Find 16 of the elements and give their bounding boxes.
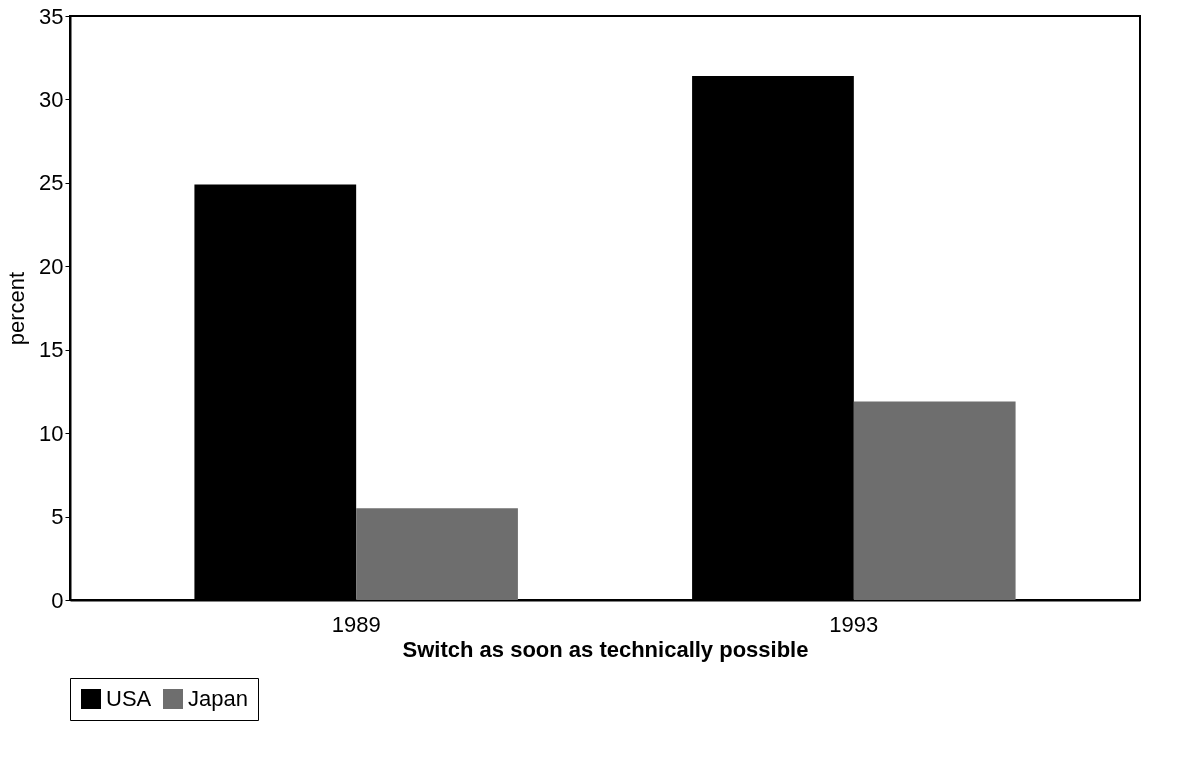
y-tick-label: 15 xyxy=(39,337,64,363)
y-tick-label: 25 xyxy=(39,170,64,196)
y-tick-label: 10 xyxy=(39,420,64,446)
y-tick-label: 35 xyxy=(39,3,64,29)
y-tick-label: 30 xyxy=(39,86,64,112)
legend-label: USA xyxy=(106,686,152,711)
bar xyxy=(853,401,1016,600)
y-tick-label: 0 xyxy=(51,587,64,613)
bar xyxy=(356,508,518,600)
y-tick-label: 5 xyxy=(51,504,64,530)
x-axis-title: Switch as soon as technically possible xyxy=(402,636,809,662)
x-tick-label: 1993 xyxy=(829,611,879,637)
y-tick-label: 20 xyxy=(39,253,64,279)
x-tick-label: 1989 xyxy=(331,611,381,637)
legend-label: Japan xyxy=(188,686,248,711)
y-axis-title: percent xyxy=(4,271,30,346)
